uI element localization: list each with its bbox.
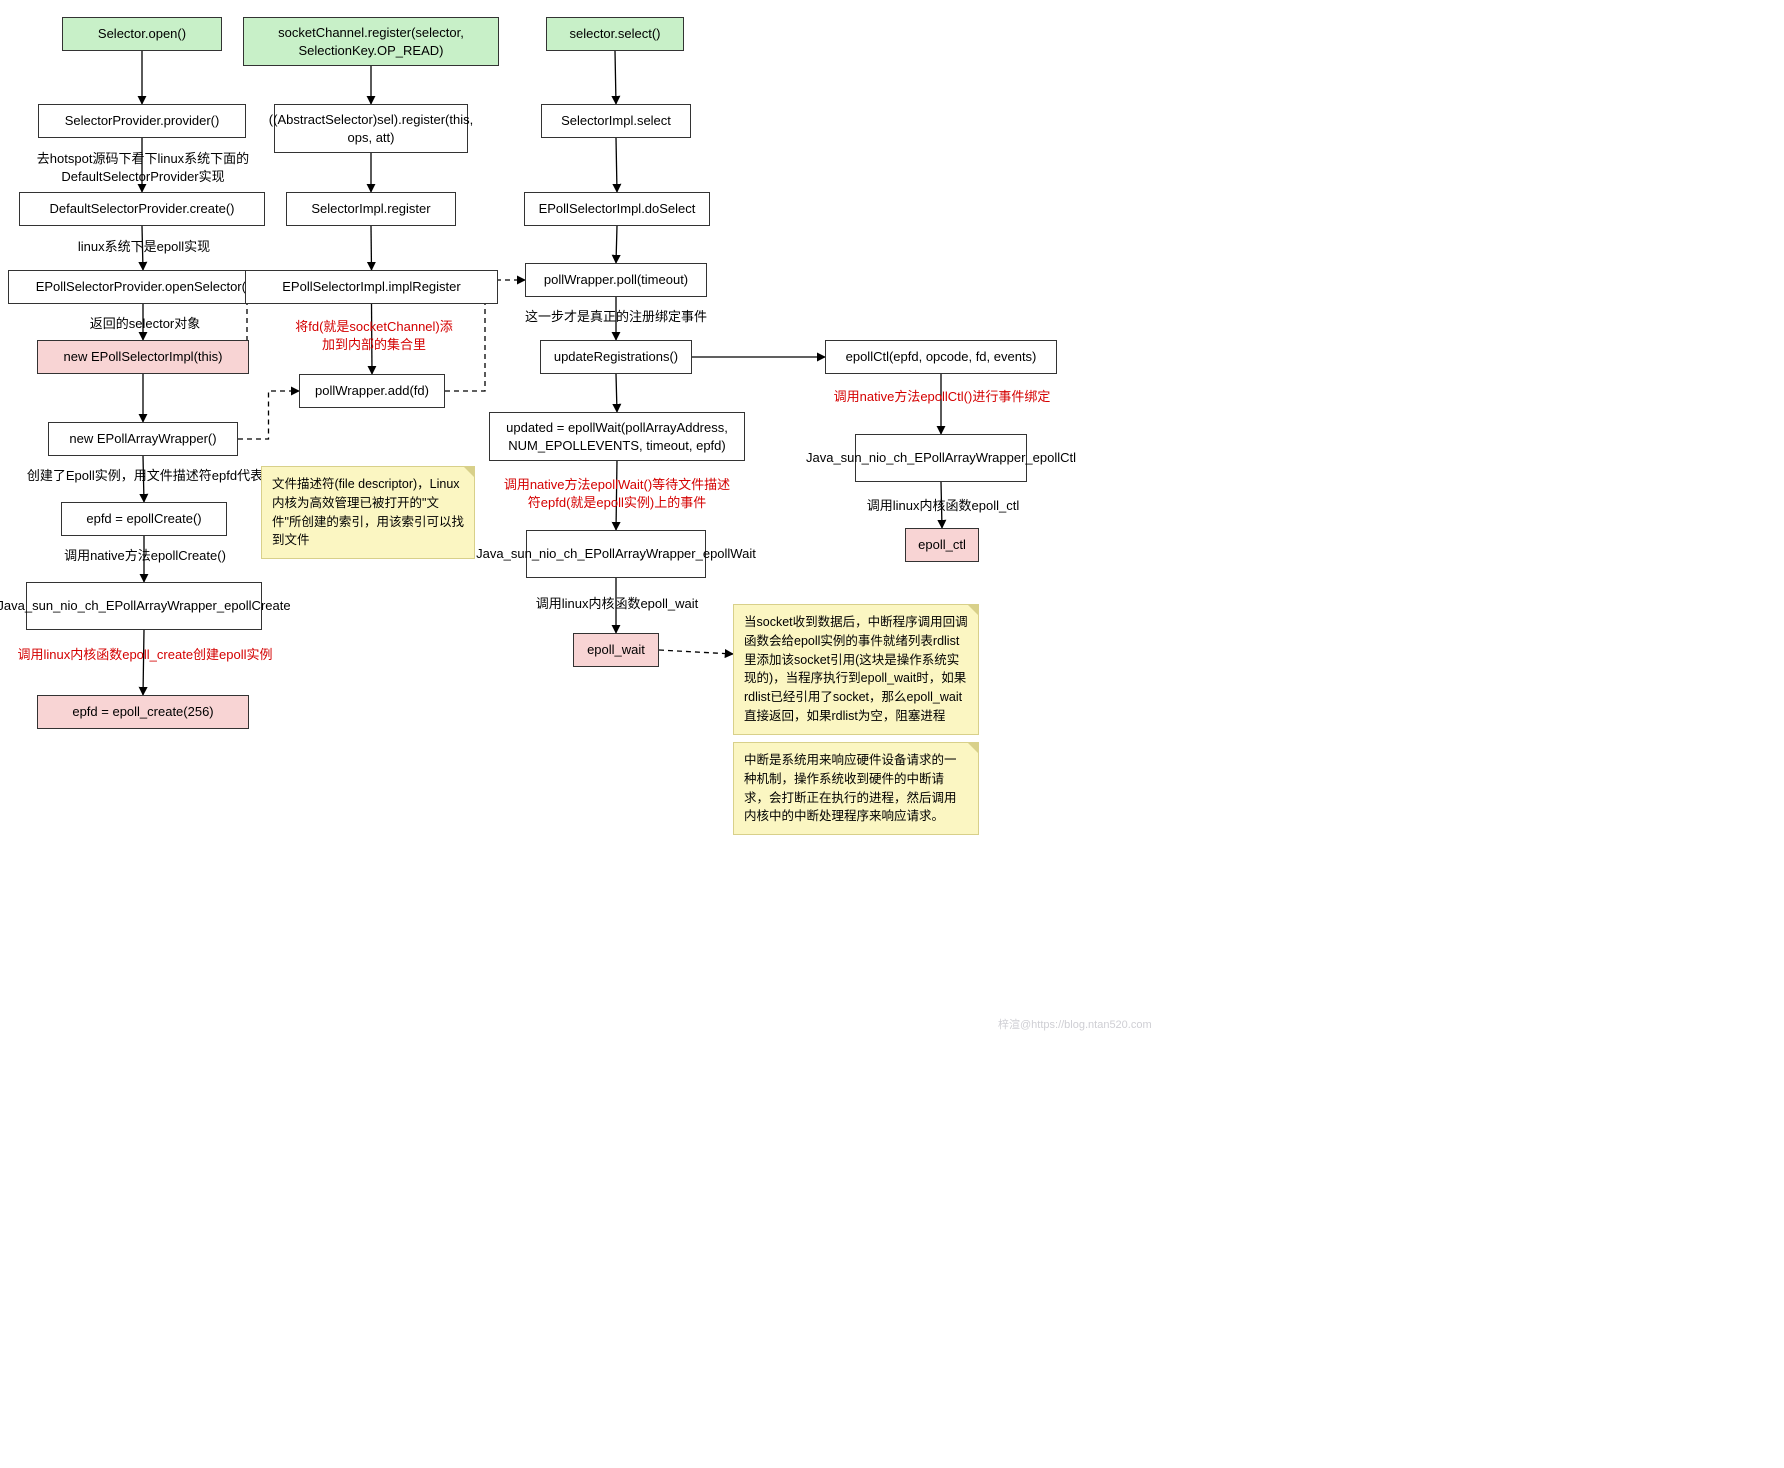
label-l10: 调用linux内核函数epoll_wait (534, 595, 700, 613)
label-l5: 调用native方法epollCreate() (40, 547, 250, 565)
label-l3: 返回的selector对象 (56, 315, 234, 333)
label-l7: 将fd(就是socketChannel)添加到内部的集合里 (289, 318, 459, 354)
node-c3: EPollSelectorImpl.doSelect (524, 192, 710, 226)
watermark: 梓渲@https://blog.ntan520.com (998, 1016, 1152, 1032)
label-l8: 这一步才是真正的注册绑定事件 (516, 308, 716, 326)
label-l11: 调用native方法epollCtl()进行事件绑定 (801, 388, 1083, 406)
node-b4: EPollSelectorImpl.implRegister (245, 270, 498, 304)
node-c1: selector.select() (546, 17, 684, 51)
note-n3: 中断是系统用来响应硬件设备请求的一种机制，操作系统收到硬件的中断请求，会打断正在… (733, 742, 979, 835)
edge-c8-n2 (659, 650, 733, 654)
node-a4: EPollSelectorProvider.openSelector() (8, 270, 278, 304)
edge-c1-c2 (615, 51, 616, 104)
node-a8: Java_sun_nio_ch_EPollArrayWrapper_epollC… (26, 582, 262, 630)
label-l12: 调用linux内核函数epoll_ctl (858, 497, 1028, 515)
node-a5: new EPollSelectorImpl(this) (37, 340, 249, 374)
edge-c3-c4 (616, 226, 617, 263)
label-l9: 调用native方法epollWait()等待文件描述符epfd(就是epoll… (501, 476, 733, 512)
label-l1: 去hotspot源码下看下linux系统下面的DefaultSelectorPr… (16, 150, 270, 186)
note-n2: 当socket收到数据后，中断程序调用回调函数会给epoll实例的事件就绪列表r… (733, 604, 979, 735)
node-b1: socketChannel.register(selector, Selecti… (243, 17, 499, 66)
edge-b3-b4 (371, 226, 372, 270)
node-c7: Java_sun_nio_ch_EPollArrayWrapper_epollW… (526, 530, 706, 578)
label-l6: 调用linux内核函数epoll_create创建epoll实例 (0, 646, 290, 664)
node-c2: SelectorImpl.select (541, 104, 691, 138)
label-l4: 创建了Epoll实例，用文件描述符epfd代表 (8, 467, 282, 485)
node-c6: updated = epollWait(pollArrayAddress, NU… (489, 412, 745, 461)
node-a3: DefaultSelectorProvider.create() (19, 192, 265, 226)
node-d3: epoll_ctl (905, 528, 979, 562)
note-n1: 文件描述符(file descriptor)，Linux内核为高效管理已被打开的… (261, 466, 475, 559)
edge-a6-b5 (238, 391, 299, 439)
label-l2: linux系统下是epoll实现 (44, 238, 244, 256)
node-d1: epollCtl(epfd, opcode, fd, events) (825, 340, 1057, 374)
edge-c5-c6 (616, 374, 617, 412)
node-b5: pollWrapper.add(fd) (299, 374, 445, 408)
node-c4: pollWrapper.poll(timeout) (525, 263, 707, 297)
edge-c2-c3 (616, 138, 617, 192)
node-a9: epfd = epoll_create(256) (37, 695, 249, 729)
node-b2: ((AbstractSelector)sel).register(this, o… (274, 104, 468, 153)
node-d2: Java_sun_nio_ch_EPollArrayWrapper_epollC… (855, 434, 1027, 482)
node-c5: updateRegistrations() (540, 340, 692, 374)
node-c8: epoll_wait (573, 633, 659, 667)
node-b3: SelectorImpl.register (286, 192, 456, 226)
node-a1: Selector.open() (62, 17, 222, 51)
node-a7: epfd = epollCreate() (61, 502, 227, 536)
node-a6: new EPollArrayWrapper() (48, 422, 238, 456)
node-a2: SelectorProvider.provider() (38, 104, 246, 138)
